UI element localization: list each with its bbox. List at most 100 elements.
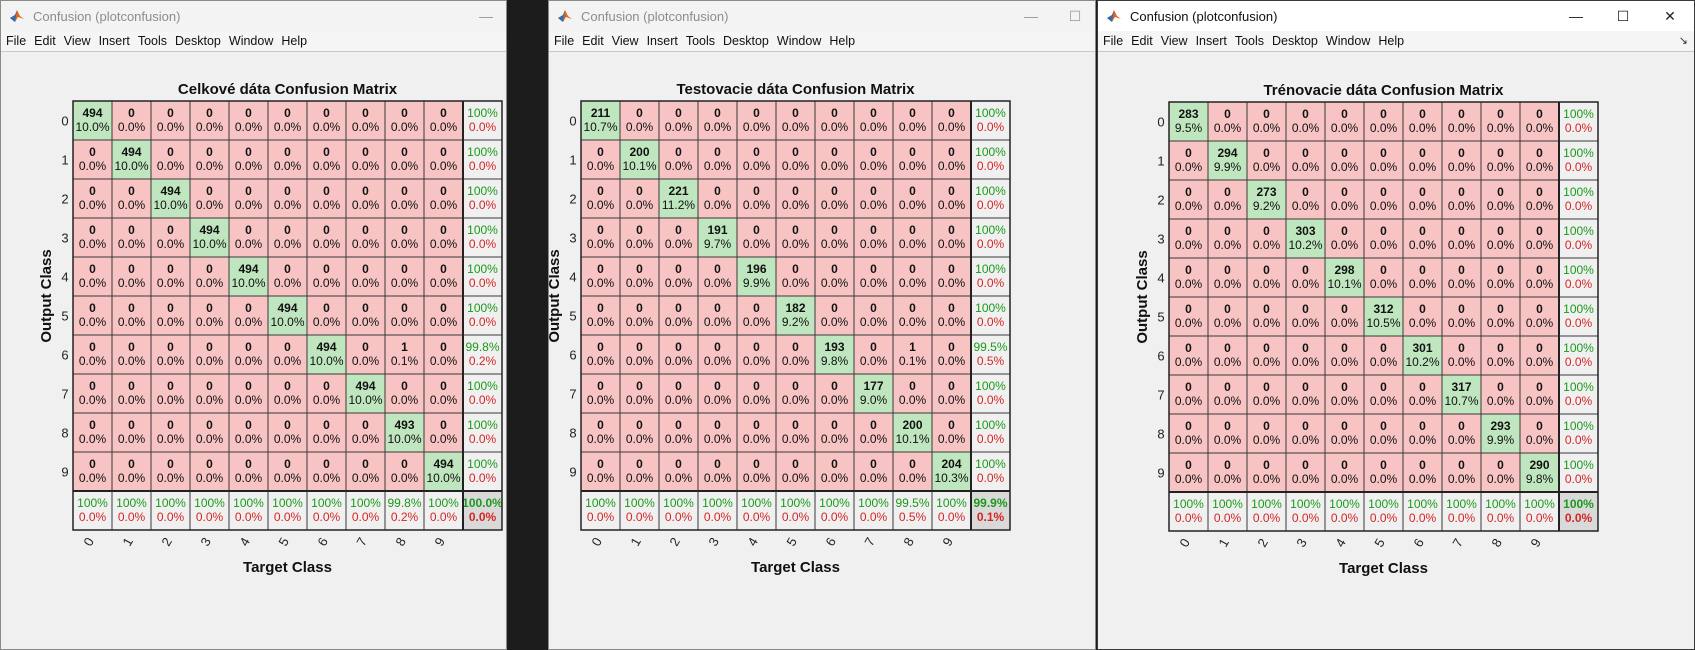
x-tick-label: 6 [822, 535, 839, 549]
minimize-icon[interactable]: — [479, 8, 493, 24]
menu-file[interactable]: File [554, 34, 575, 48]
maximize-icon[interactable]: ☐ [1068, 7, 1082, 24]
figure-window-test[interactable]: Confusion (plotconfusion) — ☐ File Edit … [548, 0, 1096, 650]
menu-help[interactable]: Help [1378, 34, 1405, 48]
menu-insert[interactable]: Insert [1195, 34, 1227, 48]
menu-window[interactable]: Window [776, 34, 822, 48]
menu-insert[interactable]: Insert [98, 34, 130, 48]
dock-arrow-icon[interactable]: ↘ [1678, 35, 1688, 47]
cell-background [1480, 218, 1521, 259]
matrix-cell: 00.0% [619, 217, 660, 258]
maximize-icon[interactable]: ☐ [1616, 7, 1630, 24]
cell-percent: 0.0% [1214, 316, 1242, 330]
cell-accuracy: 100% [702, 496, 733, 510]
matrix-cell: 00.0% [1207, 218, 1248, 259]
menu-edit[interactable]: Edit [34, 34, 56, 48]
menu-view[interactable]: View [1160, 34, 1188, 48]
menu-tools[interactable]: Tools [1234, 34, 1265, 48]
menu-help[interactable]: Help [281, 34, 308, 48]
cell-percent: 0.0% [196, 471, 224, 485]
cell-percent: 0.0% [313, 276, 341, 290]
menu-window[interactable]: Window [228, 34, 274, 48]
cell-count: 303 [1295, 224, 1315, 238]
menu-desktop[interactable]: Desktop [1272, 34, 1318, 48]
menu-file[interactable]: File [6, 34, 27, 48]
cell-count: 0 [1458, 146, 1465, 160]
cell-count: 0 [597, 223, 604, 237]
menu-tools[interactable]: Tools [137, 34, 168, 48]
menu-file[interactable]: File [1103, 34, 1124, 48]
title-bar[interactable]: Confusion (plotconfusion) — [1, 1, 506, 31]
title-bar[interactable]: Confusion (plotconfusion) — ☐ ✕ [1098, 1, 1694, 31]
cell-percent: 0.0% [391, 237, 419, 251]
menu-window[interactable]: Window [1325, 34, 1371, 48]
matrix-cell: 00.0% [111, 100, 152, 141]
cell-background [1519, 179, 1560, 220]
matrix-cell: 00.0% [1441, 140, 1482, 181]
matrix-cell: 00.0% [1324, 374, 1365, 415]
cell-background [775, 139, 816, 180]
menu-desktop[interactable]: Desktop [175, 34, 221, 48]
matrix-cell: 00.0% [853, 100, 894, 141]
cell-percent: 0.0% [430, 120, 458, 134]
matrix-cell: 100%0.0% [1168, 491, 1209, 532]
y-tick-label: 3 [569, 231, 576, 246]
matrix-cell: 00.0% [1402, 179, 1443, 220]
menu-edit[interactable]: Edit [1131, 34, 1153, 48]
cell-background [697, 178, 738, 219]
figure-window-train[interactable]: Confusion (plotconfusion) — ☐ ✕ File Edi… [1097, 0, 1695, 650]
cell-percent: 0.0% [938, 276, 966, 290]
cell-count: 0 [753, 106, 760, 120]
menu-view[interactable]: View [611, 34, 639, 48]
cell-background [619, 217, 660, 258]
cell-count: 0 [831, 457, 838, 471]
menu-view[interactable]: View [63, 34, 91, 48]
cell-percent: 0.0% [274, 198, 302, 212]
menu-desktop[interactable]: Desktop [723, 34, 769, 48]
cell-error: 0.0% [977, 120, 1005, 134]
cell-count: 0 [1185, 146, 1192, 160]
matrix-cell: 00.0% [775, 334, 816, 375]
minimize-icon[interactable]: — [1569, 8, 1583, 24]
menu-help[interactable]: Help [829, 34, 856, 48]
menu-edit[interactable]: Edit [582, 34, 604, 48]
cell-percent: 0.0% [1292, 160, 1320, 174]
cell-count: 0 [1419, 185, 1426, 199]
matrix-cell: 00.0% [1480, 101, 1521, 142]
cell-count: 0 [597, 145, 604, 159]
close-icon[interactable]: ✕ [1664, 7, 1676, 24]
cell-error: 0.0% [469, 432, 497, 446]
cell-count: 0 [128, 106, 135, 120]
cell-background [345, 451, 386, 492]
cell-count: 0 [1419, 146, 1426, 160]
cell-background [931, 100, 972, 141]
matrix-cell: 00.0% [775, 178, 816, 219]
menu-insert[interactable]: Insert [646, 34, 678, 48]
cell-count: 0 [167, 223, 174, 237]
minimize-icon[interactable]: — [1024, 8, 1038, 24]
cell-percent: 0.0% [665, 237, 693, 251]
y-tick-label: 4 [1157, 271, 1164, 286]
cell-count: 0 [362, 262, 369, 276]
cell-count: 0 [909, 262, 916, 276]
figure-window-overall[interactable]: Confusion (plotconfusion) — File Edit Vi… [0, 0, 507, 650]
cell-background [384, 295, 425, 336]
cell-count: 0 [89, 223, 96, 237]
matrix-cell: 10.1% [892, 334, 933, 375]
cell-percent: 0.0% [1370, 433, 1398, 447]
cell-percent: 0.0% [352, 471, 380, 485]
cell-percent: 10.2% [1288, 238, 1322, 252]
cell-percent: 0.0% [79, 471, 107, 485]
cell-background [736, 451, 777, 492]
cell-error: 0.0% [1409, 511, 1437, 525]
cell-background [736, 178, 777, 219]
cell-count: 0 [1185, 185, 1192, 199]
menu-tools[interactable]: Tools [685, 34, 716, 48]
cell-count: 0 [831, 301, 838, 315]
cell-error: 0.0% [352, 510, 380, 524]
cell-percent: 0.0% [626, 198, 654, 212]
cell-count: 0 [948, 184, 955, 198]
cell-count: 0 [1341, 458, 1348, 472]
title-bar[interactable]: Confusion (plotconfusion) — ☐ [549, 1, 1095, 31]
